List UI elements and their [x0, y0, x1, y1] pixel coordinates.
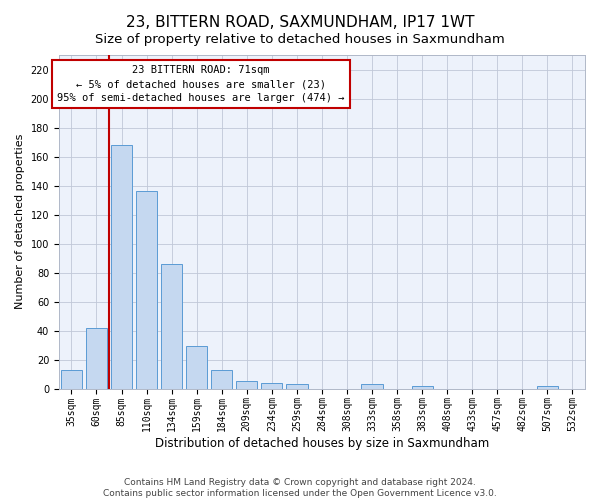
Bar	[211, 370, 232, 388]
Bar	[136, 192, 157, 388]
Bar	[186, 346, 208, 389]
Y-axis label: Number of detached properties: Number of detached properties	[15, 134, 25, 310]
Bar	[286, 384, 308, 388]
Text: 23 BITTERN ROAD: 71sqm
← 5% of detached houses are smaller (23)
95% of semi-deta: 23 BITTERN ROAD: 71sqm ← 5% of detached …	[57, 65, 344, 103]
X-axis label: Distribution of detached houses by size in Saxmundham: Distribution of detached houses by size …	[155, 437, 489, 450]
Bar	[86, 328, 107, 388]
Bar	[361, 384, 383, 388]
Text: Size of property relative to detached houses in Saxmundham: Size of property relative to detached ho…	[95, 32, 505, 46]
Bar	[537, 386, 558, 388]
Bar	[61, 370, 82, 388]
Bar	[412, 386, 433, 388]
Bar	[161, 264, 182, 388]
Bar	[261, 383, 283, 388]
Bar	[236, 382, 257, 388]
Bar	[111, 145, 132, 388]
Text: Contains HM Land Registry data © Crown copyright and database right 2024.
Contai: Contains HM Land Registry data © Crown c…	[103, 478, 497, 498]
Text: 23, BITTERN ROAD, SAXMUNDHAM, IP17 1WT: 23, BITTERN ROAD, SAXMUNDHAM, IP17 1WT	[126, 15, 474, 30]
